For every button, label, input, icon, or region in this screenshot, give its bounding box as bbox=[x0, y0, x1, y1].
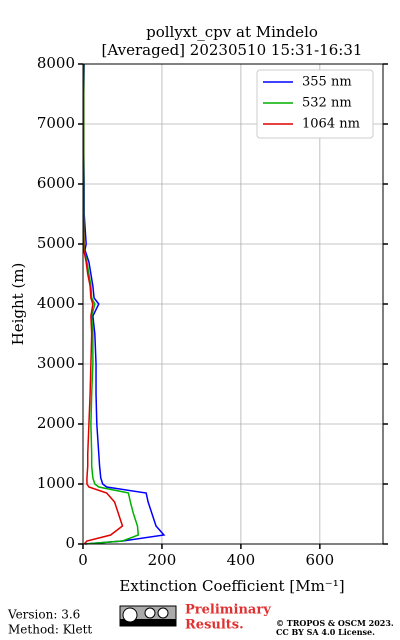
y-tick-label: 0 bbox=[65, 534, 75, 552]
x-axis-label: Extinction Coefficient [Mm⁻¹] bbox=[119, 577, 344, 595]
plot-frame bbox=[82, 63, 384, 545]
legend-label: 532 nm bbox=[302, 96, 352, 111]
legend-label: 355 nm bbox=[302, 75, 352, 90]
chart-title: pollyxt_cpv at Mindelo bbox=[146, 23, 318, 41]
copyright: © TROPOS & OSCM 2023. bbox=[276, 618, 394, 628]
x-tick-label: 0 bbox=[78, 551, 88, 569]
preliminary: Preliminary bbox=[185, 603, 271, 618]
y-tick-label: 7000 bbox=[37, 114, 75, 132]
copyright: CC BY SA 4.0 License. bbox=[276, 627, 375, 637]
legend-box bbox=[256, 69, 374, 139]
y-tick-label: 5000 bbox=[37, 234, 75, 252]
y-axis-label: Height (m) bbox=[9, 263, 27, 346]
legend-label: 1064 nm bbox=[302, 117, 360, 132]
chart-subtitle: [Averaged] 20230510 15:31-16:31 bbox=[102, 41, 363, 59]
version: Version: 3.6 bbox=[7, 608, 80, 622]
y-tick-label: 1000 bbox=[37, 474, 75, 492]
y-tick-label: 3000 bbox=[37, 354, 75, 372]
y-tick-label: 6000 bbox=[37, 174, 75, 192]
preliminary: Results. bbox=[185, 618, 244, 633]
cc-icon bbox=[119, 605, 177, 627]
method: Method: Klett bbox=[8, 623, 92, 637]
x-tick-label: 400 bbox=[227, 551, 256, 569]
x-tick-label: 200 bbox=[148, 551, 177, 569]
y-tick-label: 8000 bbox=[37, 54, 75, 72]
y-tick-label: 4000 bbox=[37, 294, 75, 312]
x-tick-label: 600 bbox=[306, 551, 335, 569]
y-tick-label: 2000 bbox=[37, 414, 75, 432]
